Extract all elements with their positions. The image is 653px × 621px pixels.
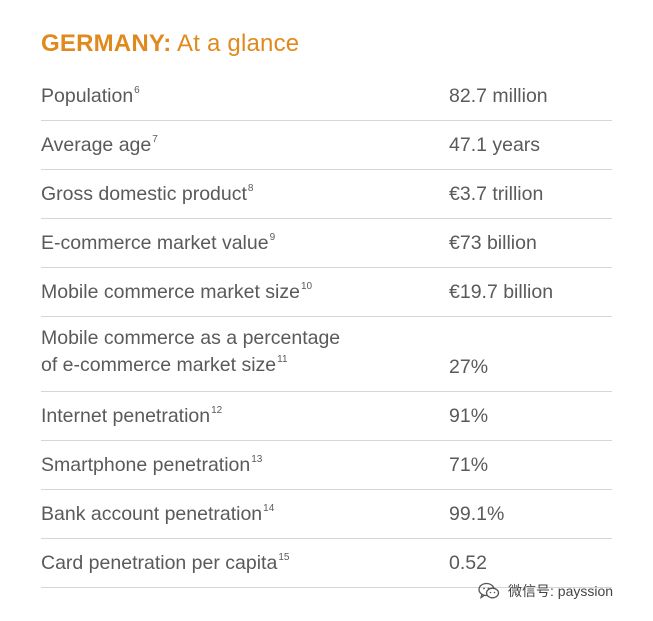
page-title: GERMANY: At a glance (41, 30, 299, 58)
table-row-mobile-commerce-percentage: Mobile commerce as a percentage of e-comm… (41, 317, 612, 392)
wechat-icon (478, 582, 500, 599)
stats-table: Population6 82.7 million Average age7 47… (41, 72, 612, 588)
table-row-card-penetration: Card penetration per capita15 0.52 (41, 539, 612, 588)
watermark-text: 微信号: payssion (508, 583, 614, 599)
table-row-internet-penetration: Internet penetration12 91% (41, 392, 612, 441)
footnote-ref: 14 (263, 502, 275, 514)
footnote-ref: 7 (152, 133, 158, 145)
row-label: Average age7 (41, 133, 158, 156)
table-row-gdp: Gross domestic product8 €3.7 trillion (41, 170, 612, 219)
table-row-average-age: Average age7 47.1 years (41, 121, 612, 170)
title-subtitle: At a glance (177, 30, 300, 57)
footnote-ref: 9 (269, 231, 276, 243)
row-label: Population6 (41, 84, 140, 107)
row-value: €73 billion (449, 231, 537, 254)
row-value: 47.1 years (449, 133, 541, 156)
wechat-watermark: 微信号: payssion (478, 581, 613, 601)
row-value: 27% (449, 356, 489, 378)
table-row-population: Population6 82.7 million (41, 72, 612, 121)
row-value: €19.7 billion (449, 280, 554, 303)
footnote-ref: 10 (300, 280, 313, 292)
footnote-ref: 15 (278, 551, 290, 563)
row-value: 0.52 (449, 551, 487, 574)
row-label: E-commerce market value9 (41, 231, 276, 254)
row-label: Internet penetration12 (41, 404, 223, 427)
row-value: €3.7 trillion (449, 182, 544, 205)
row-label: Card penetration per capita15 (41, 551, 290, 574)
table-row-ecommerce-value: E-commerce market value9 €73 billion (41, 219, 612, 268)
row-label: Mobile commerce as a percentage of e-comm… (41, 327, 341, 376)
row-label: Gross domestic product8 (41, 182, 254, 205)
footnote-ref: 8 (247, 182, 254, 194)
row-label: Mobile commerce market size10 (41, 280, 313, 303)
row-value: 71% (449, 453, 489, 476)
footnote-ref: 6 (134, 84, 140, 96)
row-value: 99.1% (449, 502, 505, 525)
row-label: Smartphone penetration13 (41, 453, 263, 476)
row-label: Bank account penetration14 (41, 502, 275, 525)
table-row-bank-account-penetration: Bank account penetration14 99.1% (41, 490, 612, 539)
footnote-ref: 11 (277, 354, 288, 365)
title-country: GERMANY: (41, 30, 172, 57)
table-row-mobile-commerce-size: Mobile commerce market size10 €19.7 bill… (41, 268, 612, 317)
row-value: 82.7 million (449, 84, 548, 107)
footnote-ref: 12 (211, 404, 223, 416)
table-row-smartphone-penetration: Smartphone penetration13 71% (41, 441, 612, 490)
footnote-ref: 13 (251, 453, 263, 465)
row-value: 91% (449, 404, 489, 427)
